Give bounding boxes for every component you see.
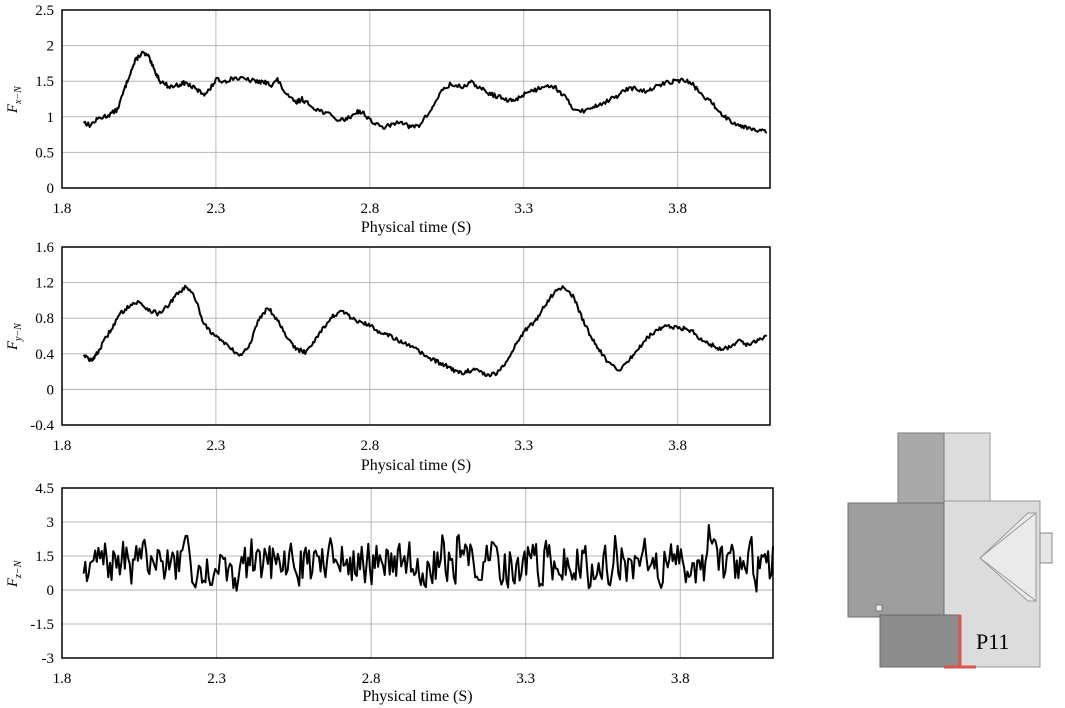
x-tick-label: 3.8 <box>668 438 687 454</box>
series-line <box>82 50 767 134</box>
y-tick-label: 0 <box>47 382 55 398</box>
x-tick-label: 2.3 <box>207 671 226 687</box>
x-tick-label: 2.3 <box>207 201 226 217</box>
x-tick-label: 3.8 <box>671 671 690 687</box>
plan-diagonal-feature <box>979 512 1037 602</box>
plot-frame <box>61 9 771 189</box>
y-axis-label-subscript: y−N <box>13 322 24 342</box>
y-axis-label: F <box>5 103 21 114</box>
x-tick-label: 3.8 <box>668 201 687 217</box>
x-axis-label: Physical time (S) <box>361 457 471 474</box>
plan-small-box <box>1039 532 1053 564</box>
x-tick-label: 2.8 <box>360 438 379 454</box>
x-tick-label: 2.8 <box>360 201 379 217</box>
y-tick-label: 1.5 <box>35 74 54 90</box>
x-tick-label: 3.3 <box>514 438 533 454</box>
y-tick-label: 1.6 <box>35 240 54 256</box>
y-axis-label-subscript: x−N <box>13 85 24 105</box>
y-tick-label: 1.5 <box>35 549 54 565</box>
y-tick-label: 1 <box>47 110 55 126</box>
y-tick-label: 0.4 <box>35 347 54 363</box>
x-tick-label: 1.8 <box>53 201 72 217</box>
x-axis-label: Physical time (S) <box>362 688 472 705</box>
y-tick-label: -1.5 <box>30 617 54 633</box>
y-tick-label: 2.5 <box>35 3 54 19</box>
plot-frame <box>61 487 774 659</box>
floor-plan: P11 <box>847 432 1053 669</box>
y-tick-label: 0.8 <box>35 311 54 327</box>
x-tick-label: 3.3 <box>516 671 535 687</box>
y-tick-label: 2 <box>47 39 55 55</box>
y-axis-label: F <box>5 577 21 588</box>
y-tick-label: 4.5 <box>35 481 54 497</box>
y-axis-label: F <box>5 340 21 351</box>
y-tick-label: 3 <box>47 515 55 531</box>
y-tick-label: -0.4 <box>30 418 54 434</box>
x-tick-label: 2.8 <box>362 671 381 687</box>
x-tick-label: 2.3 <box>207 438 226 454</box>
x-axis-label: Physical time (S) <box>361 219 471 236</box>
y-tick-label: 0.5 <box>35 145 54 161</box>
y-tick-label: 1.2 <box>35 276 54 292</box>
y-tick-label: -3 <box>42 651 55 667</box>
chart-fx: 0 0.5 1 1.5 2 2.5 1.8 2.3 2.8 3.3 3.8 Physical time… <box>5 3 771 236</box>
series-line <box>82 524 774 593</box>
y-axis-label-subscript: z−N <box>13 559 24 579</box>
x-tick-label: 3.3 <box>514 201 533 217</box>
plan-room-dark-top <box>897 432 945 504</box>
y-tick-label: 0 <box>47 181 55 197</box>
plan-room-dark-left <box>847 502 945 618</box>
x-tick-label: 1.8 <box>53 438 72 454</box>
probe-label: P11 <box>976 629 1009 654</box>
chart-fy: -0.4 0 0.4 0.8 1.2 1.6 1.8 2.3 2.8 3.3 3.8 Physical… <box>5 240 771 474</box>
y-tick-label: 0 <box>47 583 55 599</box>
plot-frame <box>61 246 771 426</box>
series-line <box>82 284 768 378</box>
x-tick-label: 1.8 <box>53 671 72 687</box>
chart-fz: -3 -1.5 0 1.5 3 4.5 1.8 2.3 2.8 3.3 3.8 Physical ti… <box>5 481 774 705</box>
plan-room-dark-bottom <box>879 614 961 668</box>
